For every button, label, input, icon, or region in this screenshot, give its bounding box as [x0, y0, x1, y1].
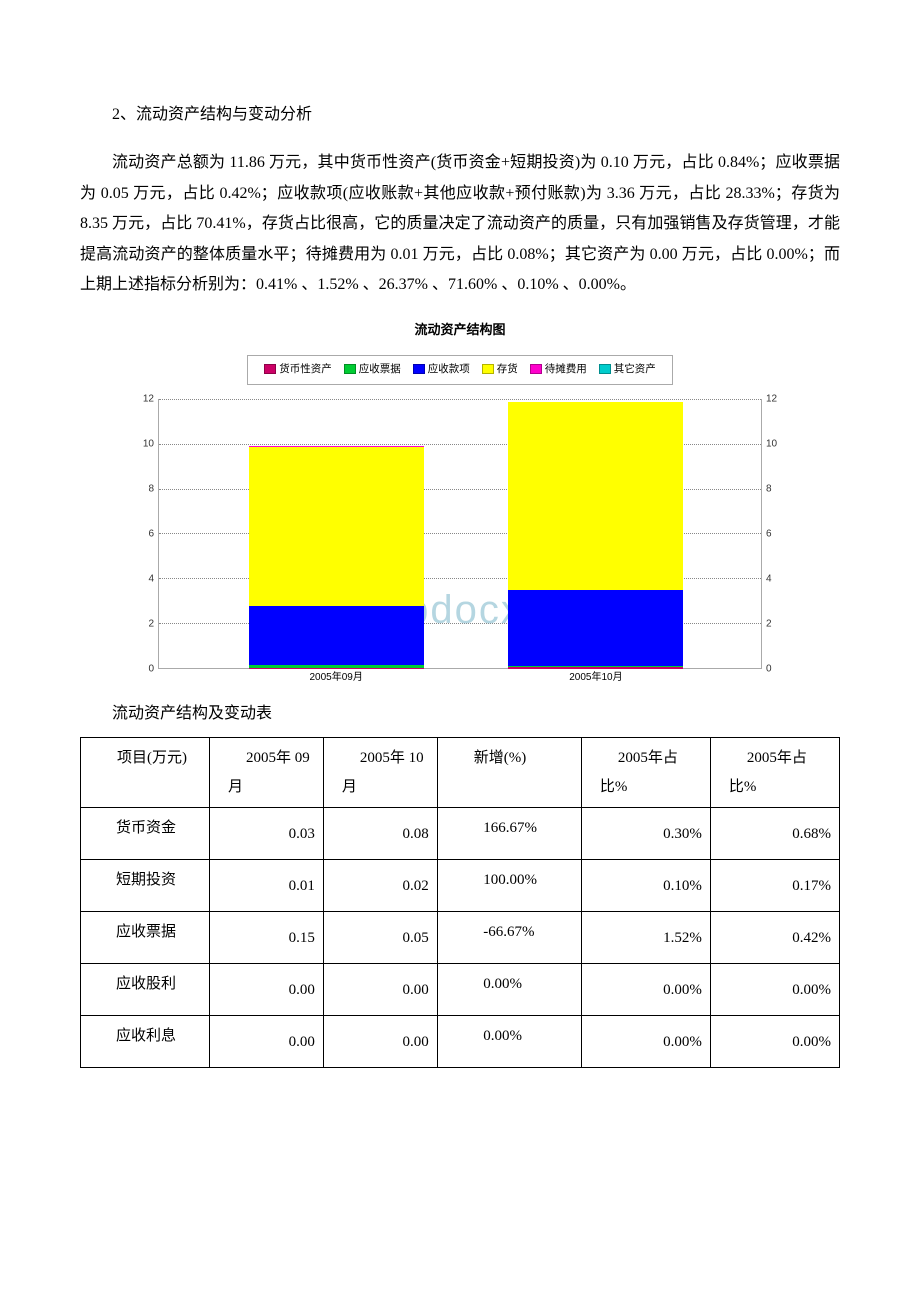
legend-swatch: [264, 364, 276, 374]
table-header: 新增(%): [437, 738, 581, 808]
asset-structure-chart: 流动资产结构图 货币性资产 应收票据 应收款项 存货 待摊费用 其它资产 www.bdoc…: [80, 318, 840, 669]
legend-swatch: [530, 364, 542, 374]
y-tick-right: 0: [766, 659, 786, 678]
cell-percent: 0.10%: [581, 860, 710, 912]
cell-percent: 0.00%: [581, 1016, 710, 1068]
table-header: 项目(万元): [81, 738, 210, 808]
cell-value: 0.00: [210, 1016, 324, 1068]
cell-change: 166.67%: [437, 808, 581, 860]
cell-percent: 0.00%: [710, 964, 839, 1016]
table-header: 2005年 09 月: [210, 738, 324, 808]
legend-swatch: [482, 364, 494, 374]
cell-change: 100.00%: [437, 860, 581, 912]
row-label: 货币资金: [81, 808, 210, 860]
legend-swatch: [413, 364, 425, 374]
table-row: 短期投资0.010.02100.00%0.10%0.17%: [81, 860, 840, 912]
bar-segment: [249, 447, 424, 606]
cell-percent: 0.17%: [710, 860, 839, 912]
y-tick-left: 2: [134, 614, 154, 633]
cell-percent: 1.52%: [581, 912, 710, 964]
y-tick-right: 2: [766, 614, 786, 633]
chart-legend: 货币性资产 应收票据 应收款项 存货 待摊费用 其它资产: [247, 355, 673, 385]
legend-label: 应收款项: [428, 363, 470, 375]
cell-value: 0.00: [210, 964, 324, 1016]
cell-value: 0.03: [210, 808, 324, 860]
table-header: 2005年占比%: [710, 738, 839, 808]
legend-item: 应收票据: [344, 360, 401, 380]
legend-item: 其它资产: [599, 360, 656, 380]
legend-item: 应收款项: [413, 360, 470, 380]
body-paragraph: 流动资产总额为 11.86 万元，其中货币性资产(货币资金+短期投资)为 0.1…: [80, 148, 840, 300]
cell-change: 0.00%: [437, 964, 581, 1016]
legend-label: 存货: [497, 363, 518, 375]
cell-value: 0.02: [323, 860, 437, 912]
table-row: 应收票据0.150.05-66.67%1.52%0.42%: [81, 912, 840, 964]
legend-label: 待摊费用: [545, 363, 587, 375]
y-tick-left: 8: [134, 479, 154, 498]
bar-segment: [249, 606, 424, 665]
bar-segment: [508, 402, 683, 590]
legend-item: 待摊费用: [530, 360, 587, 380]
legend-swatch: [599, 364, 611, 374]
y-tick-left: 10: [134, 434, 154, 453]
row-label: 应收股利: [81, 964, 210, 1016]
row-label: 短期投资: [81, 860, 210, 912]
table-caption: 流动资产结构及变动表: [80, 699, 840, 729]
table-header: 2005年 10 月: [323, 738, 437, 808]
x-label: 2005年09月: [249, 668, 424, 687]
y-tick-left: 6: [134, 524, 154, 543]
table-row: 应收股利0.000.000.00%0.00%0.00%: [81, 964, 840, 1016]
cell-percent: 0.30%: [581, 808, 710, 860]
cell-percent: 0.00%: [710, 1016, 839, 1068]
cell-percent: 0.68%: [710, 808, 839, 860]
y-tick-left: 4: [134, 569, 154, 588]
cell-value: 0.00: [323, 964, 437, 1016]
row-label: 应收票据: [81, 912, 210, 964]
legend-label: 其它资产: [614, 363, 656, 375]
x-label: 2005年10月: [508, 668, 683, 687]
table-header: 2005年占比%: [581, 738, 710, 808]
bar-group: 2005年10月: [508, 402, 683, 669]
asset-structure-table: 项目(万元)2005年 09 月2005年 10 月新增(%)2005年占比%2…: [80, 737, 840, 1068]
y-tick-right: 4: [766, 569, 786, 588]
y-tick-right: 8: [766, 479, 786, 498]
cell-percent: 0.42%: [710, 912, 839, 964]
legend-swatch: [344, 364, 356, 374]
gridline: [159, 399, 761, 400]
table-row: 货币资金0.030.08166.67%0.30%0.68%: [81, 808, 840, 860]
chart-plot: www.bdocx.com 0022446688101012122005年09月…: [158, 399, 762, 669]
cell-change: -66.67%: [437, 912, 581, 964]
bar-segment: [508, 590, 683, 666]
cell-value: 0.00: [323, 1016, 437, 1068]
section-title: 2、流动资产结构与变动分析: [80, 100, 840, 130]
cell-value: 0.01: [210, 860, 324, 912]
legend-item: 存货: [482, 360, 518, 380]
bar-group: 2005年09月: [249, 446, 424, 669]
cell-value: 0.08: [323, 808, 437, 860]
y-tick-right: 6: [766, 524, 786, 543]
y-tick-right: 10: [766, 434, 786, 453]
y-tick-right: 12: [766, 389, 786, 408]
legend-label: 应收票据: [359, 363, 401, 375]
legend-item: 货币性资产: [264, 360, 332, 380]
legend-label: 货币性资产: [279, 363, 332, 375]
cell-value: 0.05: [323, 912, 437, 964]
table-row: 应收利息0.000.000.00%0.00%0.00%: [81, 1016, 840, 1068]
cell-percent: 0.00%: [581, 964, 710, 1016]
y-tick-left: 12: [134, 389, 154, 408]
y-tick-left: 0: [134, 659, 154, 678]
cell-value: 0.15: [210, 912, 324, 964]
row-label: 应收利息: [81, 1016, 210, 1068]
chart-title: 流动资产结构图: [130, 318, 790, 343]
cell-change: 0.00%: [437, 1016, 581, 1068]
